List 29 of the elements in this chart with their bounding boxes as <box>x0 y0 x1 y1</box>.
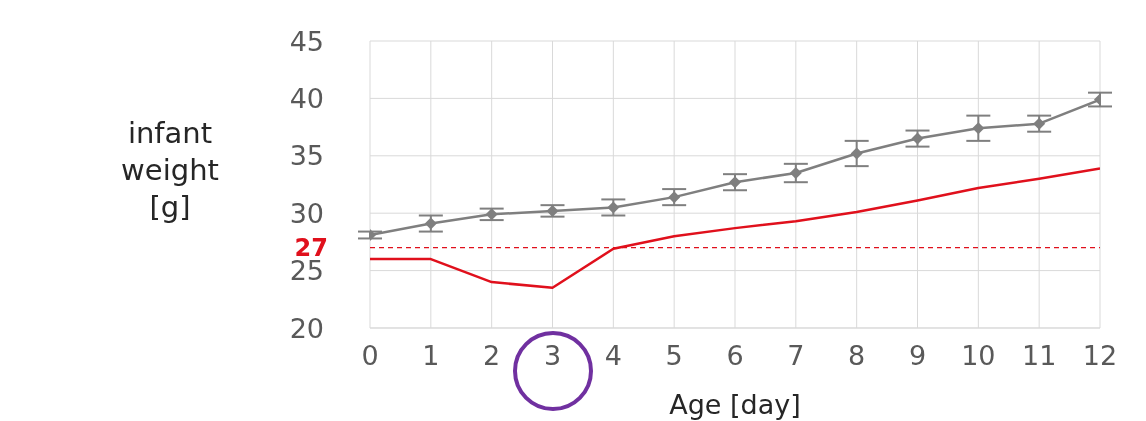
y-tick-label: 45 <box>289 25 324 57</box>
x-tick-label: 11 <box>1021 340 1057 372</box>
x-tick-label: 4 <box>604 340 622 372</box>
point <box>607 201 620 214</box>
y-tick-label: 40 <box>289 82 324 114</box>
point <box>789 167 802 180</box>
point <box>424 217 437 230</box>
point <box>850 147 863 160</box>
x-tick-label: 1 <box>422 340 440 372</box>
x-tick-label: 10 <box>961 340 996 372</box>
x-tick-label: 2 <box>483 340 501 372</box>
x-tick-label: 6 <box>726 340 744 372</box>
x-tick-label: 0 <box>361 340 379 372</box>
x-tick-label: 7 <box>787 340 805 372</box>
point <box>911 132 924 145</box>
y-tick-label: 35 <box>289 140 324 172</box>
x-tick-label: 12 <box>1082 340 1118 372</box>
x-tick-label: 5 <box>665 340 683 372</box>
x-tick-label: 8 <box>848 340 866 372</box>
x-tick-label: 3 <box>543 340 562 372</box>
y-tick-label: 30 <box>289 197 324 229</box>
point <box>1033 117 1046 130</box>
point <box>972 122 985 135</box>
y-tick-label: 20 <box>289 312 324 344</box>
x-axis-title: Age [day] <box>669 389 801 420</box>
line-series <box>370 167 1100 290</box>
point <box>668 191 681 204</box>
x-tick-label: 9 <box>908 340 927 372</box>
y-axis-title: infant weight [g] <box>120 115 220 226</box>
